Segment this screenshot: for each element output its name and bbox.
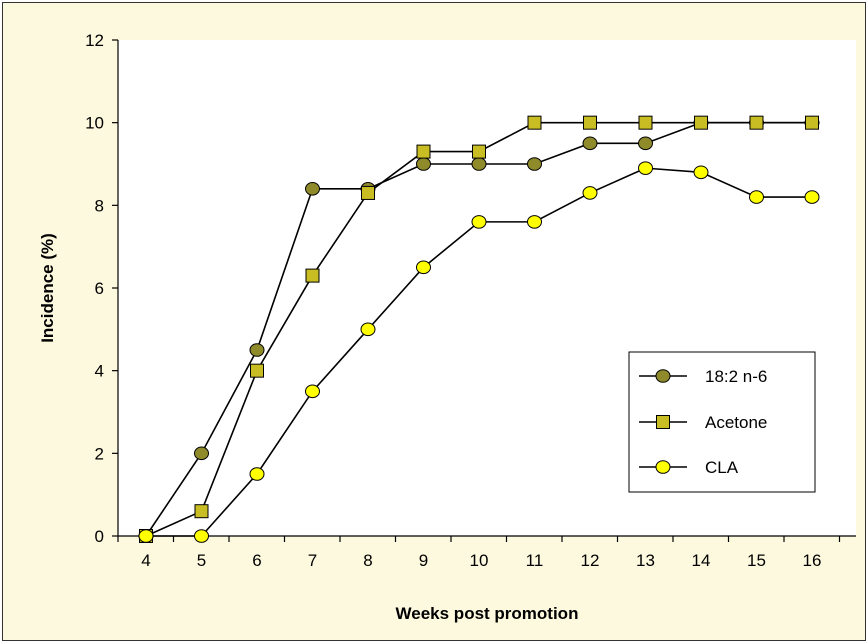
y-tick-label: 10 <box>85 114 104 133</box>
x-tick-label: 11 <box>526 551 544 570</box>
data-point <box>527 215 542 229</box>
series-acetone <box>139 115 819 543</box>
data-point <box>249 467 265 481</box>
data-point <box>194 446 209 461</box>
data-point <box>138 529 154 543</box>
legend-marker <box>655 369 671 383</box>
data-point <box>749 115 764 130</box>
data-point <box>249 343 265 357</box>
x-tick-label: 6 <box>252 551 261 570</box>
data-point <box>527 157 542 171</box>
data-point <box>416 144 431 159</box>
x-axis-title: Weeks post promotion <box>396 604 579 623</box>
legend: 18:2 n-6 Acetone CLA <box>628 351 816 493</box>
data-point <box>638 161 653 175</box>
y-tick-label: 2 <box>95 444 104 463</box>
x-tick-label: 9 <box>419 551 428 570</box>
legend-items: 18:2 n-6 Acetone CLA <box>639 367 767 477</box>
data-point <box>416 260 431 275</box>
data-point <box>749 190 764 204</box>
legend-label: CLA <box>705 458 739 477</box>
x-tick-label: 12 <box>581 551 600 570</box>
data-point <box>693 165 709 180</box>
data-point <box>305 182 320 196</box>
y-tick-label: 6 <box>95 279 104 298</box>
x-tick-label: 13 <box>636 551 655 570</box>
data-point <box>416 157 431 171</box>
y-tick-label: 12 <box>85 31 104 50</box>
y-axis: 0 2 4 6 8 10 12 <box>85 31 119 546</box>
data-point <box>582 136 598 151</box>
x-tick-label: 14 <box>692 551 711 570</box>
data-point <box>471 157 487 171</box>
x-tick-label: 5 <box>197 551 206 570</box>
data-point <box>360 322 376 337</box>
x-tick-label: 8 <box>363 551 372 570</box>
data-point <box>582 186 598 200</box>
data-point <box>805 115 819 130</box>
data-point <box>638 136 653 151</box>
data-point <box>527 115 542 130</box>
legend-item: Acetone <box>639 413 767 432</box>
x-tick-label: 10 <box>470 551 489 570</box>
data-point <box>583 115 597 130</box>
y-axis-title: Incidence (%) <box>38 233 57 343</box>
data-point <box>694 115 708 130</box>
series-cla <box>138 161 820 543</box>
x-tick-label: 15 <box>747 551 766 570</box>
y-tick-label: 4 <box>95 362 104 381</box>
legend-marker <box>655 460 671 474</box>
legend-marker <box>656 415 670 429</box>
x-tick-label: 16 <box>803 551 822 570</box>
x-axis: 4 5 6 7 8 9 10 11 12 13 14 15 16 <box>117 535 856 570</box>
data-point <box>471 215 487 229</box>
legend-label: 18:2 n-6 <box>705 367 767 386</box>
line-chart: 0 2 4 6 8 10 12 4 5 6 7 8 9 10 11 12 13 14 15 16 Weeks pos… <box>38 31 856 623</box>
legend-item: 18:2 n-6 <box>639 367 767 386</box>
y-tick-label: 8 <box>95 196 104 215</box>
data-point <box>305 268 320 283</box>
legend-item: CLA <box>639 458 739 477</box>
data-point <box>305 384 320 399</box>
data-point <box>194 504 209 519</box>
data-point <box>638 115 653 130</box>
data-point <box>804 190 820 204</box>
legend-label: Acetone <box>705 413 767 432</box>
x-tick-label: 4 <box>141 551 150 570</box>
y-tick-label: 0 <box>95 527 104 546</box>
x-tick-label: 7 <box>308 551 317 570</box>
data-point <box>250 363 264 378</box>
series-layer <box>138 115 820 543</box>
data-point <box>194 529 209 543</box>
data-point <box>361 185 375 200</box>
data-point <box>472 144 486 159</box>
